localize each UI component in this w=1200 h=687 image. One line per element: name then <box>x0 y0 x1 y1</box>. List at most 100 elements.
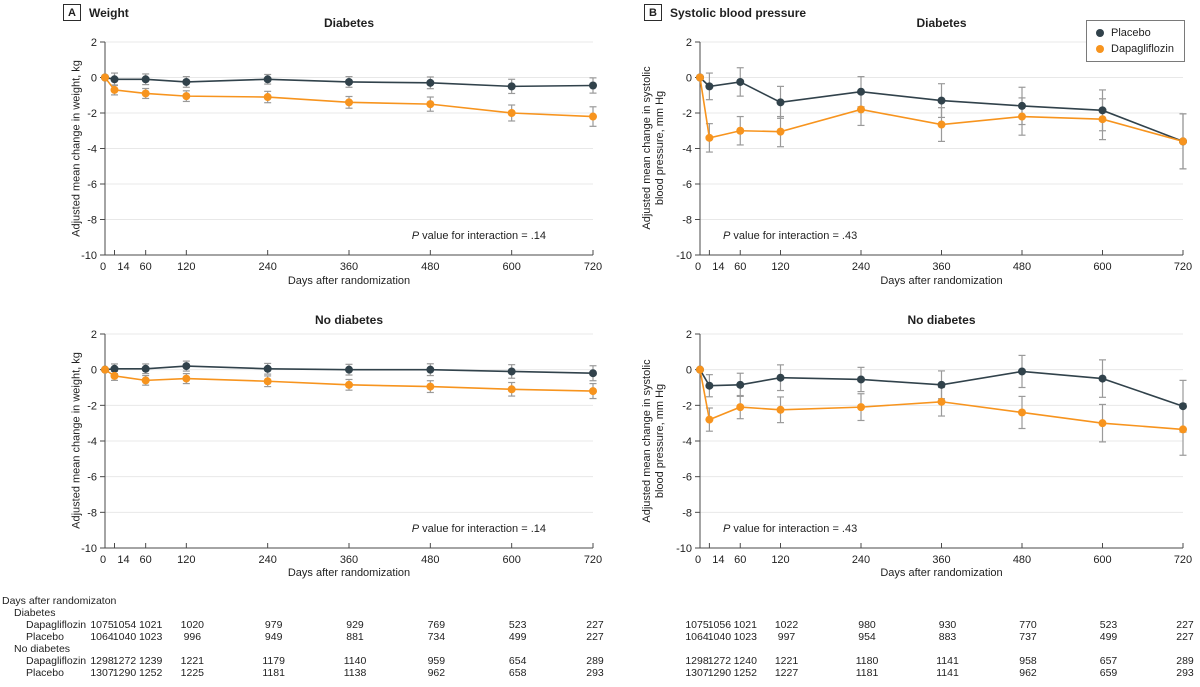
counts-row-label: Dapagliflozin <box>26 619 87 631</box>
p-text: value for interaction = .43 <box>730 523 858 535</box>
count-cell: 1022 <box>774 619 799 631</box>
count-cell: 959 <box>427 655 446 667</box>
count-cell: 1290 <box>112 667 137 679</box>
x-tick-label: 480 <box>1013 261 1031 273</box>
data-point-dapagliflozin <box>937 397 946 406</box>
count-cell: 1252 <box>733 667 757 679</box>
data-point-placebo <box>1179 402 1187 411</box>
panel-b-header: B Systolic blood pressure <box>644 4 806 21</box>
legend: Placebo Dapagliflozin <box>1086 20 1185 62</box>
data-point-dapagliflozin <box>1018 112 1026 121</box>
count-cell: 657 <box>1099 655 1118 667</box>
x-tick-label: 720 <box>1174 261 1192 273</box>
data-point-dapagliflozin <box>776 127 785 136</box>
data-point-placebo <box>141 364 150 373</box>
count-cell: 997 <box>777 631 796 643</box>
x-axis-label: Days after randomization <box>287 275 411 287</box>
counts-data-row: Dapagliflozin 1075 1054 1021 1020 979 929 769 52… <box>0 619 1200 631</box>
count-cell: 1075 <box>90 619 114 631</box>
count-cell: 1021 <box>733 619 757 631</box>
data-point-placebo <box>1098 374 1107 383</box>
data-point-dapagliflozin <box>101 73 109 82</box>
count-cell: 1064 <box>685 631 709 643</box>
count-cell: 658 <box>508 667 527 679</box>
counts-title: Days after randomizaton <box>2 595 117 607</box>
x-tick-label: 60 <box>734 261 746 273</box>
y-tick-label: -8 <box>682 507 692 519</box>
data-point-dapagliflozin <box>141 376 150 385</box>
count-cell: 1239 <box>138 655 163 667</box>
x-tick-label: 0 <box>695 554 701 566</box>
count-cell: 1272 <box>112 655 137 667</box>
data-point-dapagliflozin <box>110 85 119 94</box>
legend-item-placebo: Placebo <box>1096 27 1174 39</box>
count-cell: 1240 <box>733 655 757 667</box>
panel-b-letter: B <box>644 4 662 21</box>
count-cell: 1298 <box>90 655 114 667</box>
data-point-placebo <box>426 365 435 374</box>
data-point-dapagliflozin <box>1018 408 1026 417</box>
data-point-dapagliflozin <box>110 371 119 380</box>
p-symbol: P <box>723 523 731 535</box>
x-tick-label: 480 <box>421 261 439 273</box>
data-point-dapagliflozin <box>937 120 946 129</box>
count-cell: 1227 <box>774 667 799 679</box>
y-tick-label: -2 <box>682 400 692 412</box>
y-tick-label: 2 <box>686 329 692 341</box>
count-cell: 1138 <box>343 667 367 679</box>
y-tick-label: -8 <box>87 507 97 519</box>
x-tick-label: 600 <box>1093 261 1111 273</box>
panel-b-title: Systolic blood pressure <box>670 5 807 20</box>
data-point-dapagliflozin <box>736 126 745 135</box>
chart-sbp-no-diabetes: 20-2-4-6-8-100 14 60 120 240 360 480 600 720 <box>676 329 1192 566</box>
count-cell: 523 <box>508 619 527 631</box>
count-cell: 1040 <box>707 631 732 643</box>
count-cell: 1181 <box>855 667 879 679</box>
count-cell: 996 <box>183 631 202 643</box>
data-point-dapagliflozin <box>345 98 353 107</box>
count-cell: 770 <box>1019 619 1037 631</box>
count-cell: 769 <box>427 619 446 631</box>
chart-title: No diabetes <box>314 313 383 327</box>
count-cell: 1040 <box>112 631 137 643</box>
count-cell: 227 <box>586 619 604 631</box>
count-cell: 1307 <box>90 667 114 679</box>
data-point-placebo <box>776 373 785 382</box>
data-point-placebo <box>705 82 714 91</box>
count-cell: 227 <box>1176 619 1194 631</box>
data-point-dapagliflozin <box>736 403 745 412</box>
x-tick-label: 14 <box>712 554 724 566</box>
data-point-dapagliflozin <box>857 105 865 114</box>
count-cell: 293 <box>586 667 604 679</box>
x-tick-label: 120 <box>177 261 195 273</box>
data-point-dapagliflozin <box>182 92 191 101</box>
count-cell: 1225 <box>180 667 204 679</box>
data-point-placebo <box>110 364 119 373</box>
count-cell: 1180 <box>855 655 879 667</box>
data-point-placebo <box>182 362 191 371</box>
count-cell: 1298 <box>685 655 709 667</box>
data-point-dapagliflozin <box>696 73 704 82</box>
data-point-placebo <box>937 96 946 105</box>
count-cell: 1023 <box>138 631 163 643</box>
y-tick-label: -4 <box>87 144 97 156</box>
legend-label-placebo: Placebo <box>1111 27 1151 39</box>
y-tick-label: -8 <box>87 215 97 227</box>
y-tick-label: -6 <box>682 472 692 484</box>
count-cell: 1181 <box>262 667 285 679</box>
y-tick-label: 2 <box>686 37 692 49</box>
count-cell: 954 <box>858 631 876 643</box>
count-cell: 1140 <box>343 655 367 667</box>
data-point-placebo <box>110 75 119 84</box>
data-point-dapagliflozin <box>263 377 272 386</box>
count-cell: 1221 <box>774 655 799 667</box>
p-value-annotation: P value for interaction = .14 <box>105 523 546 535</box>
y-tick-label: -2 <box>87 400 97 412</box>
y-tick-label: -4 <box>682 436 692 448</box>
data-point-placebo <box>507 367 516 376</box>
legend-label-dapagliflozin: Dapagliflozin <box>1111 43 1174 55</box>
y-tick-label: -2 <box>87 108 97 120</box>
counts-title-row: Days after randomizaton <box>0 595 1200 607</box>
count-cell: 227 <box>1176 631 1194 643</box>
data-point-dapagliflozin <box>101 365 109 374</box>
